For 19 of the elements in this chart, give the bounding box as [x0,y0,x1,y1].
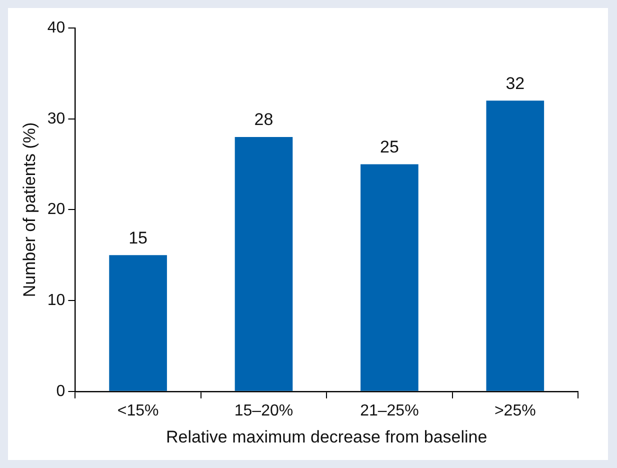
data-label: 15 [128,228,148,248]
x-tick-label: 21–25% [360,402,419,420]
data-label: 32 [506,74,525,93]
x-tick-label: 15–20% [234,402,294,420]
y-tick-label: 30 [47,110,66,128]
data-label: 25 [380,137,399,156]
y-tick-label: 0 [56,382,66,400]
y-tick-label: 10 [47,292,66,309]
data-label: 28 [254,110,274,130]
x-tick-label: <15% [117,402,159,420]
x-axis-title: Relative maximum decrease from baseline [166,427,488,446]
bar [234,137,293,391]
bar [109,255,167,391]
bar [360,164,418,391]
x-tick-label: >25% [494,402,536,420]
y-tick-label: 20 [47,201,66,218]
y-axis-title: Number of patients (%) [20,122,39,298]
bar [486,100,544,391]
y-tick-label: 40 [47,19,66,36]
